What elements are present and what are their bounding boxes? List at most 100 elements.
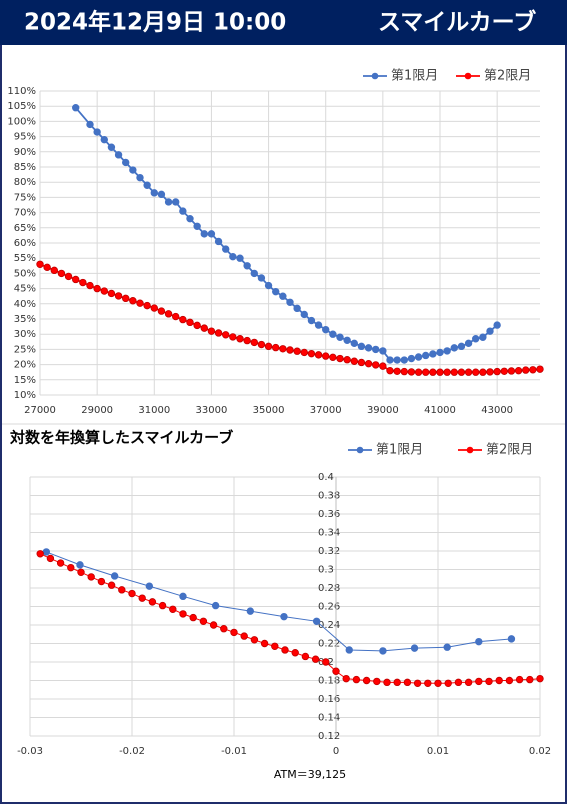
data-point — [414, 353, 423, 361]
data-point — [200, 324, 208, 332]
y-tick-label: 80% — [14, 177, 36, 188]
data-point — [42, 548, 51, 556]
y-tick-label: 0.3 — [318, 565, 334, 576]
x-axis-label: ATM＝39,125 — [274, 768, 346, 781]
y-tick-label: 40% — [14, 299, 36, 310]
data-point — [307, 316, 316, 325]
y-tick-label: 0.22 — [318, 639, 340, 650]
y-tick-label: 25% — [14, 344, 36, 355]
data-point — [286, 346, 294, 354]
data-point — [264, 281, 273, 290]
data-point — [107, 289, 116, 298]
data-point — [407, 354, 416, 363]
data-point — [164, 310, 173, 318]
data-point — [379, 647, 387, 655]
data-point — [158, 601, 167, 610]
data-point — [322, 352, 330, 360]
data-point — [250, 269, 258, 278]
data-point — [77, 568, 85, 576]
data-point — [293, 347, 301, 355]
data-point — [407, 368, 416, 376]
data-point — [50, 266, 58, 275]
data-point — [129, 166, 137, 174]
x-tick-label: 43000 — [481, 405, 513, 416]
data-point — [136, 173, 144, 182]
data-point — [400, 367, 408, 376]
y-tick-label: 0.36 — [318, 509, 340, 520]
data-point — [393, 367, 401, 375]
data-point — [179, 610, 187, 618]
y-tick-label: 0.26 — [318, 602, 340, 613]
data-point — [400, 356, 408, 364]
data-point — [293, 304, 301, 313]
y-tick-label: 0.12 — [318, 731, 340, 742]
x-tick-label: 35000 — [253, 405, 285, 416]
x-tick-label: 0.02 — [529, 746, 551, 757]
y-tick-label: 0.32 — [318, 546, 340, 557]
data-point — [372, 345, 380, 354]
data-point — [157, 190, 166, 199]
data-point — [229, 252, 237, 261]
y-tick-label: 0.24 — [318, 620, 340, 631]
data-point — [169, 605, 177, 613]
data-point — [507, 635, 516, 643]
data-point — [157, 307, 166, 315]
y-tick-label: 55% — [14, 253, 36, 264]
header-title: スマイルカーブ — [378, 9, 536, 36]
header-bar — [0, 0, 567, 45]
data-point — [301, 652, 310, 661]
y-tick-label: 45% — [14, 284, 36, 295]
data-point — [279, 345, 287, 353]
data-point — [505, 676, 514, 685]
data-point — [424, 679, 432, 687]
y-tick-label: 35% — [14, 314, 36, 325]
y-tick-label: 100% — [7, 116, 36, 127]
data-point — [179, 207, 187, 215]
data-point — [464, 339, 473, 348]
data-point — [246, 607, 255, 615]
data-point — [193, 222, 201, 230]
y-tick-label: 70% — [14, 208, 36, 219]
data-point — [129, 297, 137, 305]
x-tick-label: -0.03 — [17, 746, 43, 757]
data-point — [436, 368, 444, 376]
data-point — [100, 135, 108, 144]
data-point — [322, 325, 330, 334]
data-point — [464, 678, 473, 687]
data-point — [479, 368, 487, 376]
data-point — [222, 245, 230, 253]
data-point — [179, 315, 187, 324]
data-point — [93, 284, 101, 293]
data-point — [336, 333, 344, 341]
y-tick-label: 85% — [14, 162, 36, 173]
data-point — [211, 601, 220, 610]
data-point — [485, 677, 493, 686]
data-point — [56, 559, 65, 567]
data-point — [186, 214, 194, 223]
y-tick-label: 110% — [7, 86, 36, 97]
data-point — [536, 365, 544, 373]
data-point — [457, 342, 466, 351]
data-point — [243, 336, 251, 345]
data-point — [107, 581, 116, 589]
data-point — [493, 321, 501, 329]
x-tick-label: 31000 — [138, 405, 170, 416]
data-point — [515, 675, 524, 684]
chart-title: 対数を年換算したスマイルカーブ — [9, 429, 233, 447]
data-point — [413, 679, 422, 687]
data-point — [87, 573, 95, 581]
data-point — [236, 335, 244, 343]
data-point — [76, 561, 84, 569]
data-point — [229, 333, 237, 341]
data-point — [514, 366, 523, 375]
data-point — [350, 357, 358, 365]
data-point — [118, 586, 126, 594]
y-tick-label: 95% — [14, 132, 36, 143]
data-point — [36, 550, 44, 558]
legend-marker — [371, 72, 379, 80]
data-point — [429, 350, 437, 358]
data-point — [393, 678, 401, 687]
data-point — [357, 342, 366, 351]
data-point — [264, 342, 273, 351]
y-tick-label: 0.14 — [318, 713, 340, 724]
